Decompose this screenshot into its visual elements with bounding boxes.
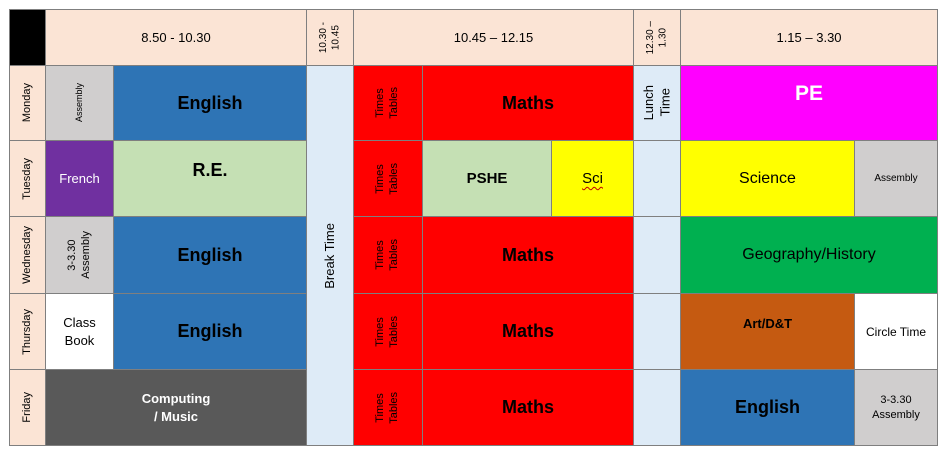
- monday-assembly-text: Assembly: [73, 83, 84, 123]
- friday-computing-music: Computing / Music: [45, 369, 307, 446]
- tuesday-french: French: [45, 140, 114, 217]
- monday-times-tables-text: Times Tables: [374, 87, 400, 119]
- day-wednesday-text: Wednesday: [20, 226, 33, 284]
- header-slot-midday: 10.45 – 12.15: [353, 9, 634, 66]
- tuesday-times-tables: Times Tables: [353, 140, 423, 217]
- monday-pe-text: PE: [794, 82, 823, 105]
- wednesday-lunch: [633, 216, 681, 294]
- day-monday-text: Monday: [20, 83, 33, 123]
- thursday-times-tables-text: Times Tables: [374, 315, 400, 348]
- thursday-english: English: [113, 293, 307, 370]
- monday-lunch-text: Lunch Time: [640, 85, 672, 121]
- tuesday-re: R.E.: [113, 140, 307, 217]
- monday-times-tables: Times Tables: [353, 65, 423, 141]
- monday-maths: Maths: [422, 65, 634, 141]
- header-break-text: 10.30 - 10.45: [317, 21, 342, 54]
- header-slot-lunch: 12.30 – 1.30: [633, 9, 681, 66]
- tuesday-sci-text: Sci: [582, 170, 603, 187]
- monday-english: English: [113, 65, 307, 141]
- wednesday-times-tables: Times Tables: [353, 216, 423, 294]
- thursday-maths: Maths: [422, 293, 634, 370]
- thursday-times-tables: Times Tables: [353, 293, 423, 370]
- tuesday-times-tables-text: Times Tables: [374, 162, 400, 195]
- tuesday-lunch: [633, 140, 681, 217]
- wednesday-maths: Maths: [422, 216, 634, 294]
- header-slot-break: 10.30 - 10.45: [306, 9, 354, 66]
- monday-pe: PE: [680, 65, 938, 141]
- tuesday-re-text: R.E.: [192, 160, 228, 180]
- day-thursday-text: Thursday: [20, 308, 33, 355]
- monday-assembly: Assembly: [45, 65, 114, 141]
- day-label-thursday: Thursday: [9, 293, 46, 370]
- wednesday-assembly-text: 3-3.30 Assembly: [65, 231, 92, 279]
- wednesday-assembly: 3-3.30 Assembly: [45, 216, 114, 294]
- day-tuesday-text: Tuesday: [20, 157, 33, 200]
- wednesday-times-tables-text: Times Tables: [374, 239, 400, 271]
- header-lunch-text: 12.30 – 1.30: [644, 20, 669, 55]
- header-slot-morning: 8.50 - 10.30: [45, 9, 307, 66]
- day-label-friday: Friday: [9, 369, 46, 446]
- day-label-monday: Monday: [9, 65, 46, 141]
- thursday-lunch: [633, 293, 681, 370]
- corner-cell: [9, 9, 46, 66]
- friday-assembly: 3-3.30 Assembly: [854, 369, 938, 446]
- friday-times-tables: Times Tables: [353, 369, 423, 446]
- wednesday-english: English: [113, 216, 307, 294]
- day-label-tuesday: Tuesday: [9, 140, 46, 217]
- break-time-cell: Break Time: [306, 65, 354, 446]
- friday-english: English: [680, 369, 855, 446]
- thursday-art-dt: Art/D&T: [680, 293, 855, 370]
- monday-lunch: Lunch Time: [633, 65, 681, 141]
- tuesday-pshe: PSHE: [422, 140, 552, 217]
- wednesday-geography-history: Geography/History: [680, 216, 938, 294]
- friday-lunch: [633, 369, 681, 446]
- break-time-text: Break Time: [321, 222, 337, 289]
- day-label-wednesday: Wednesday: [9, 216, 46, 294]
- tuesday-science: Science: [680, 140, 855, 217]
- tuesday-assembly: Assembly: [854, 140, 938, 217]
- header-slot-afternoon: 1.15 – 3.30: [680, 9, 938, 66]
- thursday-circle-time: Circle Time: [854, 293, 938, 370]
- day-friday-text: Friday: [20, 392, 33, 423]
- thursday-class-book: Class Book: [45, 293, 114, 370]
- friday-times-tables-text: Times Tables: [374, 391, 400, 424]
- tuesday-sci: Sci: [551, 140, 634, 217]
- thursday-art-text: Art/D&T: [742, 316, 793, 331]
- friday-maths: Maths: [422, 369, 634, 446]
